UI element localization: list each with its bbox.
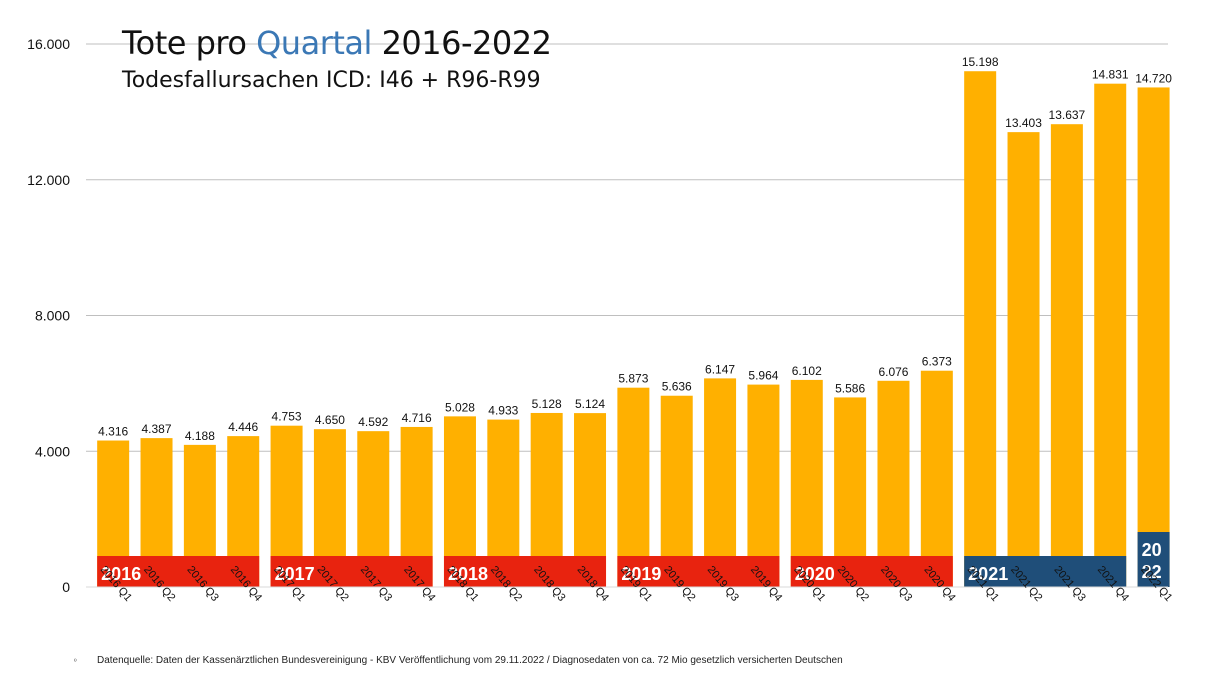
y-tick-label: 12.000 [27,172,70,188]
data-label: 5.964 [748,369,778,383]
title-block: Tote pro Quartal 2016-2022 Todesfallursa… [122,24,552,93]
bar [617,387,650,587]
bar [1050,124,1083,588]
year-band-label: 2021 [968,564,1008,584]
year-band-label: 2019 [621,564,661,584]
data-label: 4.188 [185,429,215,443]
data-label: 4.316 [98,425,128,439]
year-band-label: 22 [1142,562,1162,582]
year-band-label: 20 [1142,540,1162,560]
year-band [964,556,1127,587]
title-accent: Quartal [256,24,372,62]
data-label: 5.128 [532,397,562,411]
data-label: 6.102 [792,364,822,378]
y-tick-label: 8.000 [35,308,70,324]
data-label: 4.592 [358,415,388,429]
year-band-label: 2020 [795,564,835,584]
data-label: 4.933 [488,404,518,418]
year-band [97,556,260,587]
data-source-footnote: Datenquelle: Daten der Kassenärztlichen … [97,655,843,666]
data-label: 5.028 [445,400,475,414]
data-label: 5.636 [662,380,692,394]
title-part1: Tote pro [122,24,257,62]
y-tick-label: 4.000 [35,443,70,459]
bar [790,379,823,587]
year-band-label: 2016 [101,564,141,584]
bar [920,370,953,587]
bar [964,71,997,587]
bar [660,395,693,587]
year-band [1137,532,1170,587]
data-label: 15.198 [962,55,999,69]
data-label: 5.586 [835,381,865,395]
chart-title: Tote pro Quartal 2016-2022 [122,24,552,62]
data-label: 5.873 [618,372,648,386]
data-label: 6.147 [705,362,735,376]
y-tick-label: 0 [62,579,70,595]
bar [877,380,910,587]
bar [1094,83,1127,587]
bar [747,384,780,587]
year-band [790,556,953,587]
y-tick-label: 16.000 [27,36,70,52]
data-label: 4.446 [228,420,258,434]
year-band [443,556,607,587]
data-label: 6.076 [878,365,908,379]
footnote-mark: º [74,659,77,666]
data-label: 5.124 [575,397,605,411]
data-label: 13.403 [1005,116,1042,130]
year-band [270,556,433,587]
bar [1137,87,1170,587]
year-band [617,556,780,587]
data-label: 13.637 [1049,108,1086,122]
title-part2: 2016-2022 [371,24,552,62]
chart-subtitle: Todesfallursachen ICD: I46 + R96-R99 [122,68,541,93]
data-label: 4.716 [402,411,432,425]
data-label: 14.720 [1135,71,1172,85]
year-band-label: 2018 [448,564,488,584]
data-label: 4.753 [272,410,302,424]
bar [704,378,737,587]
data-label: 4.387 [142,422,172,436]
bar [834,397,867,587]
bar [1007,132,1040,587]
data-label: 6.373 [922,355,952,369]
data-label: 4.650 [315,413,345,427]
data-label: 14.831 [1092,68,1129,82]
year-band-label: 2017 [275,564,315,584]
